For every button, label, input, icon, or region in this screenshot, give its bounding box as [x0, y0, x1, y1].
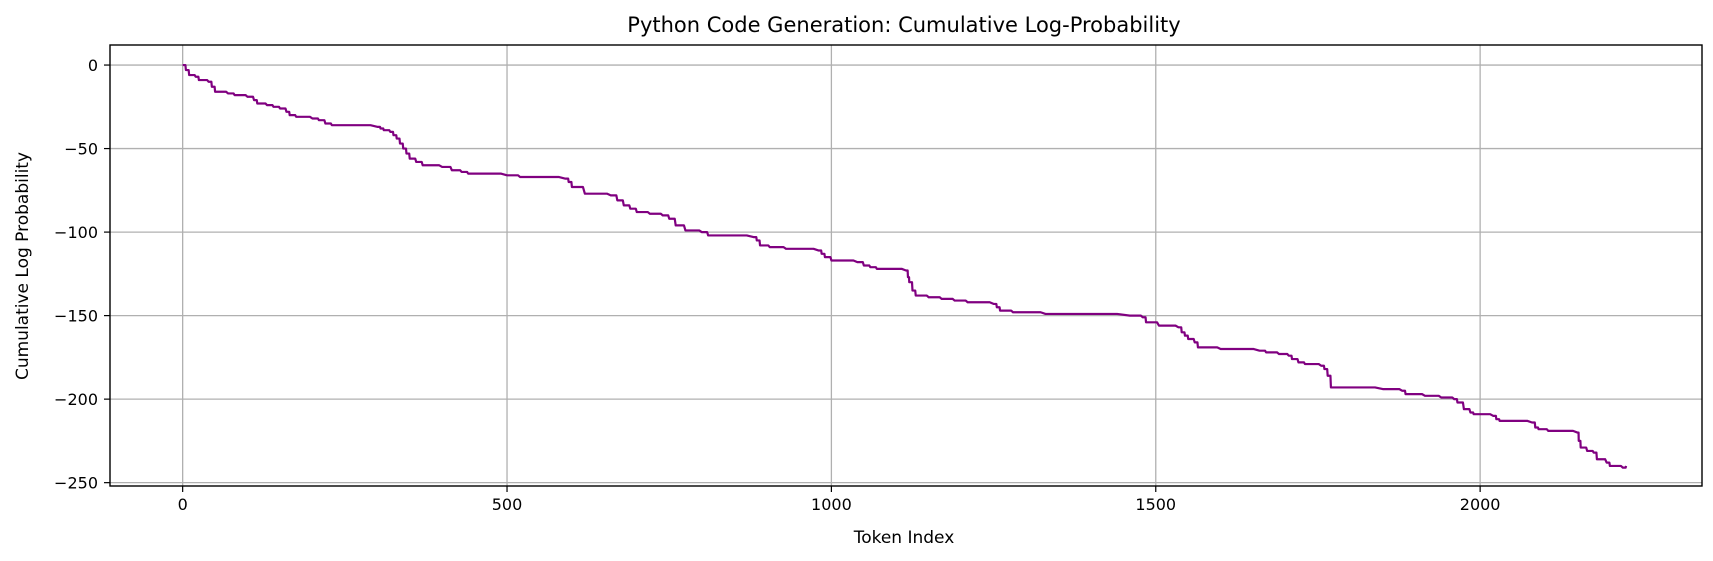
x-tick-label: 1000 — [811, 495, 852, 514]
grid-lines — [110, 45, 1702, 486]
x-axis: 0 500 1000 1500 2000 — [178, 486, 1501, 514]
series-layer — [182, 63, 1628, 469]
y-tick-label: −100 — [54, 223, 98, 242]
x-tick-label: 1500 — [1135, 495, 1176, 514]
x-tick-label: 0 — [178, 495, 188, 514]
y-tick-label: −50 — [64, 140, 98, 159]
chart-title: Python Code Generation: Cumulative Log-P… — [627, 13, 1180, 37]
y-tick-label: 0 — [88, 56, 98, 75]
series-line — [182, 63, 1628, 469]
y-axis-label: Cumulative Log Probability — [13, 152, 33, 380]
y-axis: 0 −50 −100 −150 −200 −250 — [54, 56, 110, 493]
y-tick-label: −150 — [54, 307, 98, 326]
x-tick-label: 500 — [492, 495, 523, 514]
y-tick-label: −250 — [54, 474, 98, 493]
plot-frame — [109, 44, 1703, 487]
x-axis-label: Token Index — [853, 528, 955, 548]
y-tick-label: −200 — [54, 390, 98, 409]
x-tick-label: 2000 — [1460, 495, 1501, 514]
